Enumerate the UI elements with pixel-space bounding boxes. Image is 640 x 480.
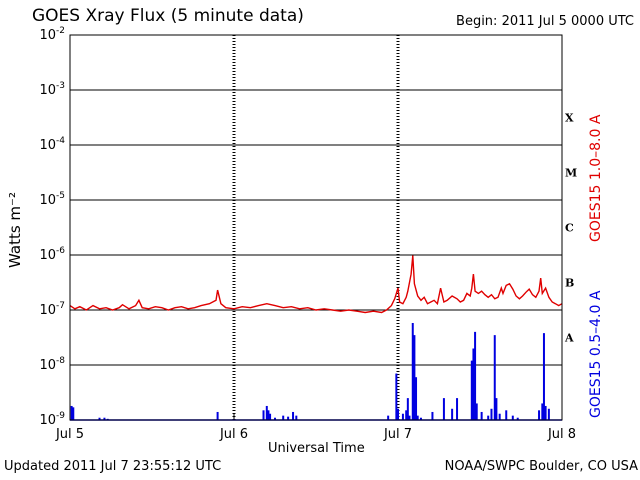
x-tick-label: Jul 8 <box>547 427 576 442</box>
y-tick-label: 10-4 <box>39 136 65 153</box>
flare-class-label: A <box>564 332 574 345</box>
credit-label: NOAA/SWPC Boulder, CO USA <box>444 459 638 474</box>
x-tick-label: Jul 7 <box>383 427 412 442</box>
y-tick-label: 10-2 <box>39 26 65 43</box>
y-tick-label: 10-7 <box>39 301 65 318</box>
series-line-long <box>69 255 563 314</box>
plot-frame <box>69 34 563 421</box>
y-tick-labels: 10-2 10-3 10-4 10-5 10-6 10-7 10-8 10-9 <box>39 26 65 428</box>
x-tick-labels: Jul 5 Jul 6 Jul 7 Jul 8 <box>55 427 576 442</box>
flare-class-label: M <box>565 167 577 180</box>
y-tick-label: 10-5 <box>39 191 65 208</box>
x-tick-label: Jul 6 <box>219 427 248 442</box>
updated-timestamp: Updated 2011 Jul 7 23:55:12 UTC <box>4 459 222 474</box>
y-tick-label: 10-6 <box>39 246 65 263</box>
begin-time-label: Begin: 2011 Jul 5 0000 UTC <box>456 14 634 29</box>
series-lines <box>69 255 563 421</box>
flare-class-labels: X M C B A <box>564 112 577 345</box>
flare-class-label: C <box>565 222 574 235</box>
x-axis-label: Universal Time <box>268 441 365 456</box>
day-divider-lines <box>69 35 563 420</box>
flare-class-label: B <box>565 277 574 290</box>
y-tick-label: 10-8 <box>39 356 65 373</box>
grid-lines <box>70 34 562 421</box>
chart-title: GOES Xray Flux (5 minute data) <box>32 6 304 26</box>
flare-class-label: X <box>565 112 574 125</box>
y-tick-label: 10-3 <box>39 81 65 98</box>
x-tick-label: Jul 5 <box>55 427 84 442</box>
y-tick-label: 10-9 <box>39 411 65 428</box>
